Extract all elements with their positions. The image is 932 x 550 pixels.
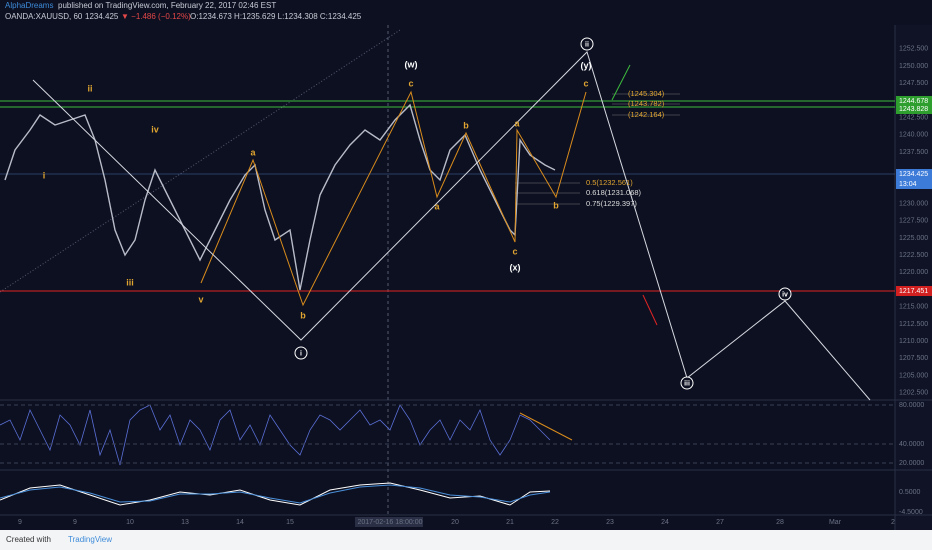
time-tick: 13 [181,519,189,526]
white-wave [32,51,871,401]
time-tick: 28 [776,519,784,526]
green-arrow [611,64,631,101]
price: 1234.425 [85,12,119,21]
price-tag-label: 13:04 [899,181,917,188]
price-tag-label: 1234.425 [899,171,928,178]
time-tick: 2 [891,519,895,526]
time-tick: Mar [829,519,842,526]
price-tag-label: 1217.451 [899,288,928,295]
fib-label: 0.5(1232.561) [586,178,633,187]
price-tick: 1210.000 [899,338,928,345]
wave-label: b [553,200,559,210]
wave-label: (y) [581,60,592,70]
wave-label: (w) [405,59,418,69]
wave-label: a [514,118,520,128]
wave-label: (x) [510,262,521,272]
wave-circle [294,346,308,360]
wave-label: c [408,78,413,88]
wave-circle [680,376,694,390]
time-tick: 15 [286,519,294,526]
price-tag [896,169,932,179]
fib-label: 0.618(1231.068) [586,188,642,197]
footer-created: Created with [6,535,51,544]
rsi-tick: 80.0000 [899,402,924,409]
background [0,0,932,530]
price-tick: 1212.500 [899,321,928,328]
orange-wave [200,90,587,307]
rsi-line [0,404,551,466]
macd-tick: 0.5000 [899,489,921,496]
wave-label: c [512,246,517,256]
time-tick: 27 [716,519,724,526]
time-tick: 14 [236,519,244,526]
time-tick: 9 [18,519,22,526]
price-tag [896,104,932,114]
fib-label: 0.75(1229.397) [586,199,637,208]
ohlc: O:1234.673 H:1235.629 L:1234.308 C:1234.… [190,12,362,21]
price-series [4,103,556,291]
price-tick: 1205.000 [899,372,928,379]
price-tick: 1237.500 [899,149,928,156]
price-tick: 1222.500 [899,252,928,259]
wave-label: iv [151,124,159,134]
wave-label: b [463,120,469,130]
wave-label: a [434,201,440,211]
wave-circle [778,287,792,301]
circled-label: iv [782,291,788,298]
price-tick: 1230.000 [899,200,928,207]
symbol: OANDA:XAUUSD, 60 [5,12,83,21]
price-tick: 1247.500 [899,80,928,87]
fib-label: (1243.782) [628,99,665,108]
time-tick: 20 [451,519,459,526]
price-tag [896,96,932,106]
price-tick: 1220.000 [899,269,928,276]
price-tick: 1240.000 [899,132,928,139]
price-tick: 1225.000 [899,235,928,242]
time-tick: 21 [506,519,514,526]
wave-label: i [43,170,46,180]
price-tick: 1215.000 [899,304,928,311]
time-tick: 9 [73,519,77,526]
price-tick: 1252.500 [899,46,928,53]
wave-circle [580,37,594,51]
crosshair-time-bg [355,517,423,527]
author[interactable]: AlphaDreams [5,1,53,10]
price-tick: 1242.500 [899,114,928,121]
price-tick: 1250.000 [899,63,928,70]
fib-label: (1245.304) [628,89,665,98]
price-tick: 1202.500 [899,390,928,397]
red-arrow [642,294,658,326]
price-tag-label: 1244.678 [899,98,928,105]
footer-brand[interactable]: TradingView [68,535,112,544]
wave-label: ii [87,83,92,93]
circled-label: ii [585,41,589,48]
wave-label: a [250,147,256,157]
wave-label: v [198,294,203,304]
wave-label: iii [126,277,134,287]
change: ▼ −1.486 (−0.12%) [121,12,191,21]
time-tick: 23 [606,519,614,526]
circled-label: iii [684,380,690,387]
time-tick: 24 [661,519,669,526]
time-tick: 22 [551,519,559,526]
fib-label: (1242.164) [628,110,665,119]
price-tag [896,179,932,189]
price-tag-label: 1243.828 [899,106,928,113]
price-tag [896,286,932,296]
published: published on TradingView.com, February 2… [58,1,276,10]
rsi-divergence [519,412,573,441]
circled-label: i [300,350,302,357]
macd-tick: -4.5000 [899,509,923,516]
price-tick: 1207.500 [899,355,928,362]
wave-label: c [583,78,588,88]
rsi-tick: 20.0000 [899,460,924,467]
footer-bar [0,530,932,550]
rsi-tick: 40.0000 [899,441,924,448]
wave-label: b [300,310,306,320]
signal-line [0,484,551,504]
price-tick: 1227.500 [899,218,928,225]
time-tick: 10 [126,519,134,526]
time-tick: 2017-02-16 18:00:00 [358,519,423,526]
